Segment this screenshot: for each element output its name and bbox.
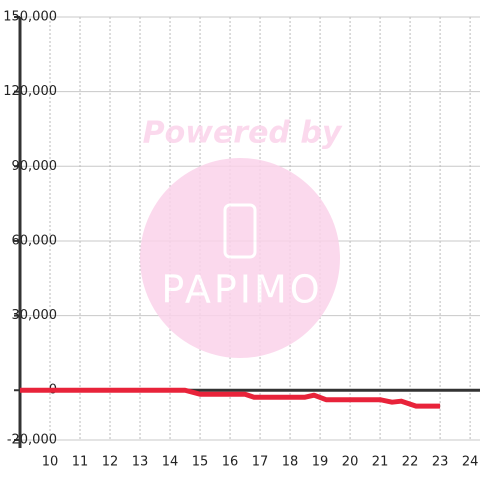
x-tick-label: 15 xyxy=(192,455,209,470)
y-tick-label: 150,000 xyxy=(3,10,57,25)
x-tick-label: 11 xyxy=(72,455,89,470)
x-tick-label: 16 xyxy=(222,455,239,470)
watermark-logo: PAPIMO xyxy=(161,268,322,312)
x-tick-label: 20 xyxy=(342,455,359,470)
y-tick-label: 30,000 xyxy=(12,308,58,323)
x-tick-label: 13 xyxy=(132,455,149,470)
x-tick-label: 22 xyxy=(402,455,419,470)
y-tick-label: 60,000 xyxy=(12,233,58,248)
x-tick-label: 18 xyxy=(282,455,299,470)
x-tick-label: 17 xyxy=(252,455,269,470)
x-tick-label: 10 xyxy=(42,455,59,470)
x-tick-label: 24 xyxy=(462,455,479,470)
data-line xyxy=(20,387,441,409)
x-tick-label: 14 xyxy=(162,455,179,470)
x-tick-label: 21 xyxy=(372,455,389,470)
phone-icon xyxy=(223,203,257,259)
y-tick-label: 90,000 xyxy=(12,159,58,174)
y-tick-label: -20,000 xyxy=(7,433,57,448)
plot: -20,000030,00060,00090,000120,000150,000… xyxy=(3,10,480,470)
grid xyxy=(20,16,480,441)
watermark-text: Powered by xyxy=(143,116,343,151)
x-tick-label: 23 xyxy=(432,455,449,470)
x-tick-label: 19 xyxy=(312,455,329,470)
y-tick-label: 120,000 xyxy=(3,84,57,99)
watermark: Powered by PAPIMO xyxy=(140,116,343,358)
x-tick-label: 12 xyxy=(102,455,119,470)
